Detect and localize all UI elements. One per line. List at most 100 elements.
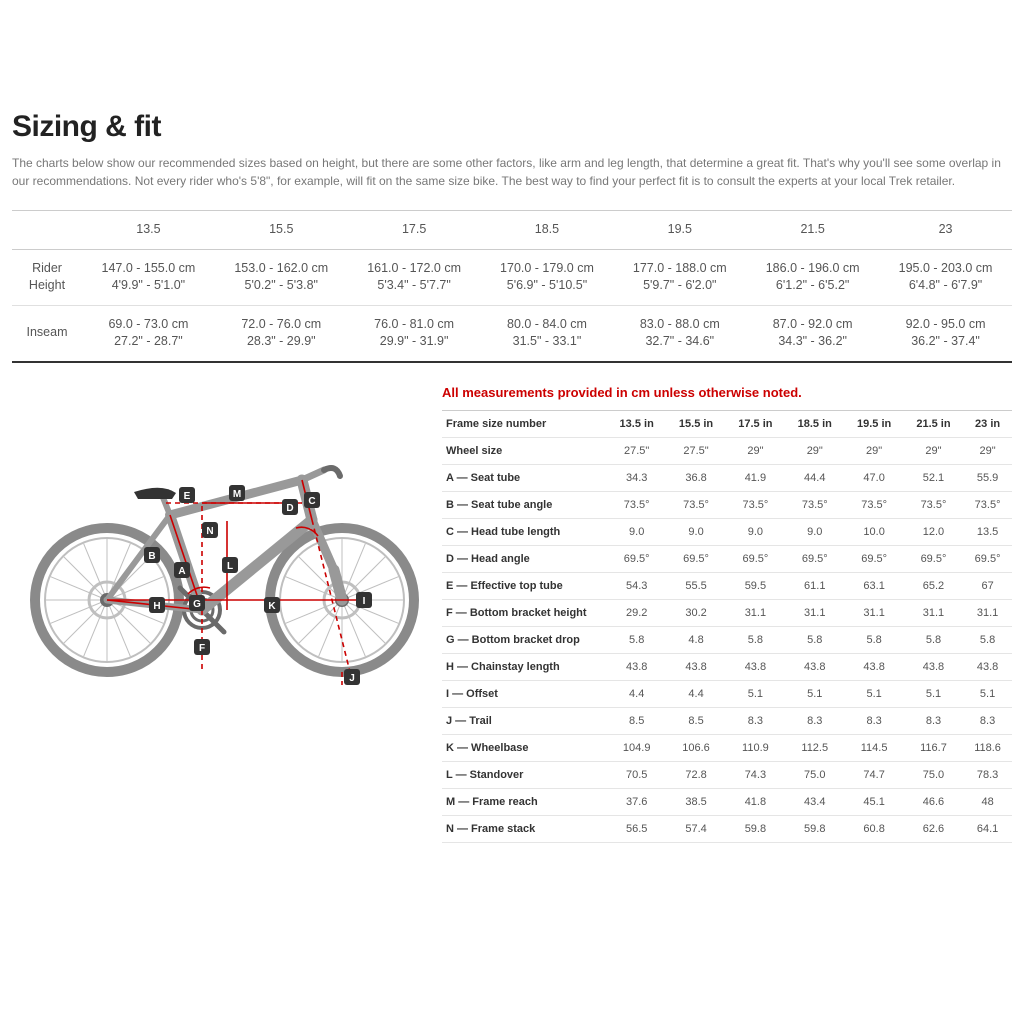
size-cell: 80.0 - 84.0 cm31.5" - 33.1" [481, 305, 614, 362]
size-row: RiderHeight147.0 - 155.0 cm4'9.9" - 5'1.… [12, 249, 1012, 305]
geom-cell: 8.5 [607, 707, 666, 734]
geom-cell: 73.5° [726, 491, 785, 518]
geom-cell: 110.9 [726, 734, 785, 761]
geom-row-label: I — Offset [442, 680, 607, 707]
geom-row: A — Seat tube34.336.841.944.447.052.155.… [442, 464, 1012, 491]
geom-cell: 29.2 [607, 599, 666, 626]
geom-cell: 4.4 [666, 680, 725, 707]
geometry-diagram: ABCDEFGHIJKLMN [12, 385, 432, 843]
geom-row: E — Effective top tube54.355.559.561.163… [442, 572, 1012, 599]
sizing-table: 13.515.517.518.519.521.523 RiderHeight14… [12, 210, 1012, 363]
geom-row-label: J — Trail [442, 707, 607, 734]
geom-cell: 31.1 [904, 599, 963, 626]
svg-text:C: C [308, 496, 315, 507]
geom-cell: 70.5 [607, 761, 666, 788]
geom-cell: 69.5° [785, 545, 844, 572]
geom-row-label: N — Frame stack [442, 815, 607, 842]
geom-cell: 8.3 [785, 707, 844, 734]
geom-row-label: D — Head angle [442, 545, 607, 572]
geom-cell: 8.3 [904, 707, 963, 734]
svg-text:H: H [153, 601, 160, 612]
geom-row: H — Chainstay length43.843.843.843.843.8… [442, 653, 1012, 680]
geom-row-label: F — Bottom bracket height [442, 599, 607, 626]
geom-header: 21.5 in [904, 410, 963, 437]
geom-cell: 9.0 [785, 518, 844, 545]
geom-cell: 5.8 [844, 626, 903, 653]
geometry-table: Frame size number13.5 in15.5 in17.5 in18… [442, 410, 1012, 843]
size-cell: 76.0 - 81.0 cm29.9" - 31.9" [348, 305, 481, 362]
geom-row: G — Bottom bracket drop5.84.85.85.85.85.… [442, 626, 1012, 653]
geom-row-label: K — Wheelbase [442, 734, 607, 761]
geom-header: 18.5 in [785, 410, 844, 437]
size-cell: 83.0 - 88.0 cm32.7" - 34.6" [613, 305, 746, 362]
size-cell: 72.0 - 76.0 cm28.3" - 29.9" [215, 305, 348, 362]
geom-cell: 59.8 [785, 815, 844, 842]
geom-cell: 9.0 [666, 518, 725, 545]
geom-cell: 52.1 [904, 464, 963, 491]
geom-cell: 9.0 [726, 518, 785, 545]
size-header-blank [12, 211, 82, 250]
geom-cell: 78.3 [963, 761, 1012, 788]
size-header: 19.5 [613, 211, 746, 250]
geom-cell: 41.9 [726, 464, 785, 491]
geom-cell: 69.5° [666, 545, 725, 572]
geom-cell: 60.8 [844, 815, 903, 842]
geom-cell: 64.1 [963, 815, 1012, 842]
geom-cell: 55.9 [963, 464, 1012, 491]
size-cell: 147.0 - 155.0 cm4'9.9" - 5'1.0" [82, 249, 215, 305]
svg-text:N: N [206, 526, 213, 537]
geom-cell: 43.8 [726, 653, 785, 680]
geom-cell: 69.5° [904, 545, 963, 572]
geom-cell: 73.5° [844, 491, 903, 518]
geom-cell: 29" [726, 437, 785, 464]
geom-cell: 8.3 [844, 707, 903, 734]
size-header: 21.5 [746, 211, 879, 250]
geom-row-label: H — Chainstay length [442, 653, 607, 680]
geom-cell: 112.5 [785, 734, 844, 761]
geom-row: M — Frame reach37.638.541.843.445.146.64… [442, 788, 1012, 815]
geom-cell: 73.5° [607, 491, 666, 518]
geom-row: L — Standover70.572.874.375.074.775.078.… [442, 761, 1012, 788]
geom-cell: 69.5° [726, 545, 785, 572]
geom-header-label: Frame size number [442, 410, 607, 437]
geom-cell: 5.8 [785, 626, 844, 653]
size-cell: 69.0 - 73.0 cm27.2" - 28.7" [82, 305, 215, 362]
size-header: 23 [879, 211, 1012, 250]
size-header: 18.5 [481, 211, 614, 250]
geom-row: D — Head angle69.5°69.5°69.5°69.5°69.5°6… [442, 545, 1012, 572]
geom-row: Wheel size27.5"27.5"29"29"29"29"29" [442, 437, 1012, 464]
size-cell: 195.0 - 203.0 cm6'4.8" - 6'7.9" [879, 249, 1012, 305]
svg-text:B: B [148, 551, 155, 562]
geom-cell: 5.1 [726, 680, 785, 707]
size-row-label: RiderHeight [12, 249, 82, 305]
geom-cell: 43.8 [904, 653, 963, 680]
geom-cell: 75.0 [904, 761, 963, 788]
geom-cell: 45.1 [844, 788, 903, 815]
geom-cell: 43.8 [785, 653, 844, 680]
geom-cell: 57.4 [666, 815, 725, 842]
geom-cell: 72.8 [666, 761, 725, 788]
geom-row: N — Frame stack56.557.459.859.860.862.66… [442, 815, 1012, 842]
size-header: 15.5 [215, 211, 348, 250]
geom-cell: 37.6 [607, 788, 666, 815]
geom-header: 17.5 in [726, 410, 785, 437]
geom-cell: 5.1 [963, 680, 1012, 707]
geom-cell: 29" [963, 437, 1012, 464]
geom-cell: 59.8 [726, 815, 785, 842]
geom-cell: 43.8 [844, 653, 903, 680]
geom-cell: 116.7 [904, 734, 963, 761]
size-row-label: Inseam [12, 305, 82, 362]
geom-cell: 5.8 [904, 626, 963, 653]
size-cell: 186.0 - 196.0 cm6'1.2" - 6'5.2" [746, 249, 879, 305]
geom-cell: 118.6 [963, 734, 1012, 761]
svg-text:F: F [199, 643, 205, 654]
geom-cell: 43.8 [607, 653, 666, 680]
size-cell: 161.0 - 172.0 cm5'3.4" - 5'7.7" [348, 249, 481, 305]
geom-row-label: G — Bottom bracket drop [442, 626, 607, 653]
geom-header: 15.5 in [666, 410, 725, 437]
geom-cell: 69.5° [844, 545, 903, 572]
geom-cell: 61.1 [785, 572, 844, 599]
svg-text:I: I [363, 596, 366, 607]
intro-text: The charts below show our recommended si… [12, 154, 1012, 190]
geom-cell: 31.1 [963, 599, 1012, 626]
